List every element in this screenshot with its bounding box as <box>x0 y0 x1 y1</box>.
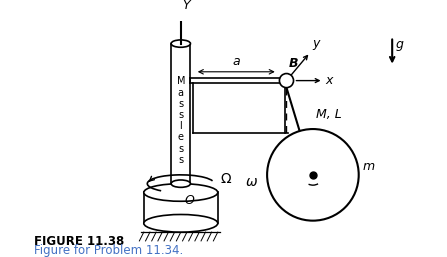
Text: g: g <box>396 38 404 51</box>
Text: $\theta$: $\theta$ <box>296 149 305 162</box>
Text: M
a
s
s
l
e
s
s: M a s s l e s s <box>177 77 185 165</box>
Text: M, L: M, L <box>316 108 342 121</box>
Text: y: y <box>312 36 320 50</box>
Text: O: O <box>184 194 194 207</box>
Circle shape <box>267 129 358 221</box>
Text: FIGURE 11.38: FIGURE 11.38 <box>34 235 124 248</box>
Text: Figure for Problem 11.34.: Figure for Problem 11.34. <box>34 244 183 256</box>
Text: a: a <box>232 55 240 68</box>
Ellipse shape <box>144 215 218 232</box>
Text: m: m <box>362 160 374 172</box>
Text: B: B <box>288 57 298 70</box>
Text: G: G <box>310 187 320 200</box>
Text: x: x <box>325 74 333 87</box>
Text: $\omega$: $\omega$ <box>245 175 257 189</box>
Circle shape <box>279 74 294 88</box>
Ellipse shape <box>171 180 190 187</box>
Text: $\Omega$: $\Omega$ <box>220 172 232 186</box>
Text: Y: Y <box>182 0 190 12</box>
Text: R: R <box>334 180 343 193</box>
Ellipse shape <box>171 40 190 47</box>
Ellipse shape <box>144 184 218 201</box>
